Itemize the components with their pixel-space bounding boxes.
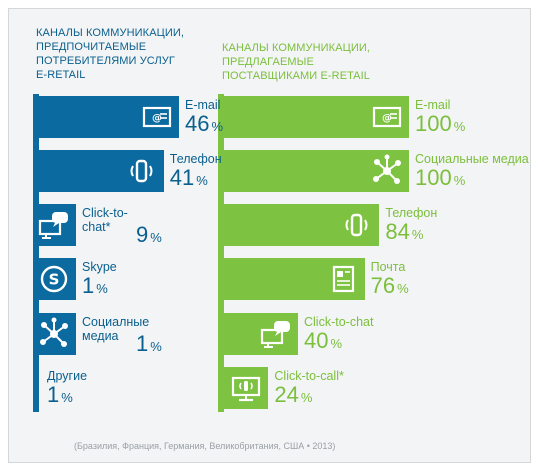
retailer-chart-title: КАНАЛЫ КОММУНИКАЦИИ, ПРЕДЛАГАЕМЫЕ ПОСТАВ… <box>222 42 371 82</box>
retailer-label-2: Социальные медиа <box>415 152 529 166</box>
retailer-value-number-2: 100 <box>415 165 452 190</box>
consumer-bar-4 <box>39 258 76 300</box>
retailer-value-number-5: 40 <box>304 328 329 353</box>
consumer-value-unit-2: % <box>196 173 208 188</box>
consumer-chart-title: КАНАЛЫ КОММУНИКАЦИИ, ПРЕДПОЧИТАЕМЫЕ ПОТР… <box>36 27 185 81</box>
consumer-value-number-5: 1 <box>136 331 149 356</box>
consumer-label-5: Социалные медиа <box>82 315 150 343</box>
mail-icon <box>325 261 361 297</box>
phone-icon <box>339 207 375 243</box>
consumer-value-4: 1% <box>82 273 108 299</box>
consumer-value-6: 1% <box>47 382 73 408</box>
retailer-value-number-1: 100 <box>415 111 452 136</box>
consumer-value-unit-4: % <box>96 281 108 296</box>
consumer-bar-2 <box>39 150 164 192</box>
retailer-value-number-3: 84 <box>385 219 410 244</box>
retailer-value-6: 24% <box>274 382 312 408</box>
consumer-label-1: E-mail <box>185 98 221 112</box>
retailer-axis <box>218 94 224 412</box>
email-icon: @ <box>139 99 175 135</box>
email-icon: @ <box>369 99 405 135</box>
retailer-value-unit-2: % <box>453 173 466 188</box>
consumer-label-3: Click-to- chat* <box>82 206 128 234</box>
consumer-value-number-2: 41 <box>169 165 195 190</box>
consumer-value-1: 46% <box>185 111 223 137</box>
retailer-value-number-4: 76 <box>370 273 396 298</box>
retailer-bar-1 <box>224 96 409 138</box>
retailer-label-3: Телефон <box>385 206 438 220</box>
retailer-value-unit-4: % <box>397 281 409 296</box>
social-icon <box>36 316 72 352</box>
svg-text:@: @ <box>152 113 162 124</box>
retailer-value-number-6: 24 <box>274 382 299 407</box>
consumer-value-unit-6: % <box>61 390 73 405</box>
consumer-axis <box>33 94 39 412</box>
retailer-value-unit-3: % <box>411 227 424 242</box>
retailer-value-1: 100% <box>415 111 465 137</box>
chat-icon <box>36 207 72 243</box>
chat-icon <box>258 316 294 352</box>
call-icon <box>228 370 264 406</box>
retailer-value-2: 100% <box>415 165 465 191</box>
consumer-value-2: 41% <box>170 165 208 191</box>
retailer-value-3: 84% <box>385 219 423 245</box>
retailer-label-1: E-mail <box>415 98 451 112</box>
skype-icon: S <box>36 261 72 297</box>
consumer-value-number-6: 1 <box>47 382 60 407</box>
consumer-value-unit-3: % <box>150 230 162 245</box>
consumer-bar-1 <box>39 96 179 138</box>
retailer-label-6: Click-to-call* <box>274 369 344 383</box>
consumer-value-number-4: 1 <box>82 273 95 298</box>
retailer-value-4: 76% <box>371 273 409 299</box>
consumer-value-3: 9% <box>136 222 162 248</box>
social-icon <box>369 153 405 189</box>
retailer-label-5: Click-to-chat <box>304 315 374 329</box>
retailer-value-unit-1: % <box>453 119 466 134</box>
consumer-value-number-3: 9 <box>136 222 149 247</box>
svg-text:@: @ <box>382 113 392 124</box>
consumer-label-2: Телефон <box>169 152 222 166</box>
retailer-bar-4 <box>224 258 365 300</box>
consumer-label-4: Skype <box>82 260 117 274</box>
consumer-value-5: 1% <box>136 331 162 357</box>
consumer-value-unit-5: % <box>150 339 162 354</box>
footnote: (Бразилия, Франция, Германия, Великобрит… <box>74 441 336 451</box>
consumer-value-unit-1: % <box>211 119 224 134</box>
svg-text:S: S <box>49 271 60 289</box>
consumer-label-6: Другие <box>47 369 88 383</box>
retailer-value-unit-5: % <box>330 336 343 351</box>
retailer-value-unit-6: % <box>300 390 313 405</box>
retailer-value-5: 40% <box>304 328 342 354</box>
retailer-bar-2 <box>224 150 409 192</box>
consumer-value-number-1: 46 <box>185 111 210 136</box>
retailer-label-4: Почта <box>370 260 406 274</box>
phone-icon <box>124 153 160 189</box>
